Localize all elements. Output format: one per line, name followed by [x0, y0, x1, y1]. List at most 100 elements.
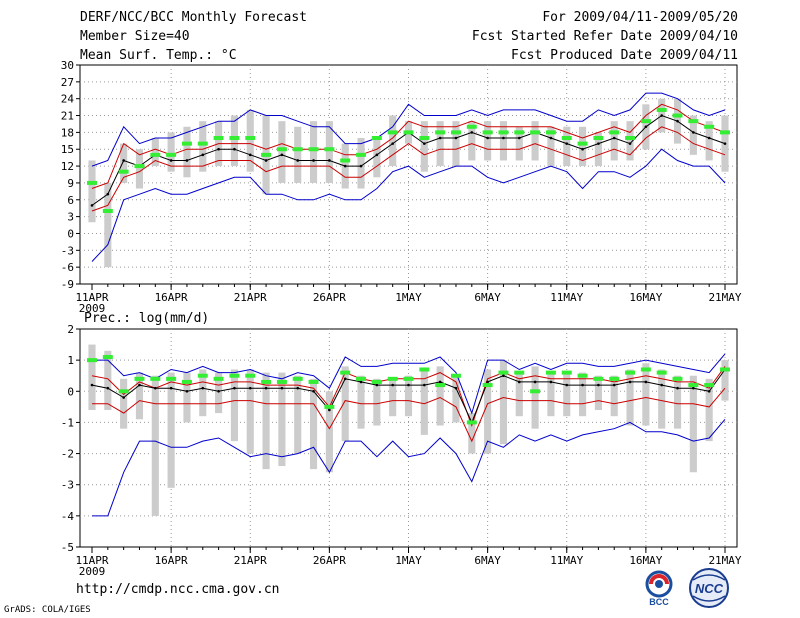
- temp-mean-point: [549, 136, 553, 140]
- source-url[interactable]: http://cmdp.ncc.cma.gov.cn: [76, 582, 280, 597]
- temp-mean-point: [201, 153, 205, 157]
- grads-credit: GrADS: COLA/IGES: [4, 605, 91, 615]
- prec-median-marker: [213, 376, 224, 381]
- prec-y-tick-label: 1: [67, 354, 74, 367]
- prec-mean-point: [106, 386, 110, 390]
- temp-mean-point: [612, 136, 616, 140]
- temp-y-tick-label: 12: [61, 160, 74, 173]
- temp-range-box: [468, 121, 476, 161]
- temp-x-tick-label: 1MAY: [395, 291, 422, 304]
- temp-median-marker: [482, 130, 493, 135]
- temp-y-tick-label: 27: [61, 76, 74, 89]
- prec-median-marker: [419, 367, 430, 372]
- temp-range-box: [436, 121, 444, 167]
- prec-mean-point: [359, 380, 363, 384]
- prec-range-box: [151, 375, 159, 516]
- temp-x-tick-label: 16MAY: [629, 291, 662, 304]
- temp-range-box: [689, 115, 697, 155]
- prec-y-tick-label: -2: [61, 448, 74, 461]
- temp-median-marker: [308, 147, 319, 152]
- prec-range-box: [515, 372, 523, 417]
- temp-median-marker: [324, 147, 335, 152]
- prec-mean-point: [407, 383, 410, 387]
- forecast-produced-date: Fcst Produced Date 2009/04/11: [511, 48, 738, 63]
- prec-mean-point: [312, 389, 315, 393]
- temp-median-marker: [245, 136, 256, 140]
- prec-median-marker: [656, 370, 667, 375]
- prec-mean-point: [248, 386, 252, 390]
- temp-range-box: [626, 121, 634, 161]
- prec-range-box: [563, 372, 571, 417]
- temp-x-tick-label: 6MAY: [474, 291, 501, 304]
- temp-mean-point: [644, 125, 648, 129]
- temp-median-marker: [403, 130, 414, 135]
- temp-mean-point: [248, 153, 252, 157]
- temp-median-marker: [577, 141, 588, 146]
- forecast-period: For 2009/04/11-2009/05/20: [542, 10, 738, 25]
- prec-range-box: [499, 360, 508, 445]
- forecast-start-date: Fcst Started Refer Date 2009/04/10: [471, 29, 738, 44]
- prec-median-marker: [609, 376, 620, 381]
- prec-x-tick-label: 11MAY: [550, 554, 583, 567]
- temp-mean-point: [185, 159, 189, 162]
- prec-mean-point: [375, 383, 379, 387]
- temp-range-box: [610, 121, 618, 161]
- variable-label: Mean Surf. Temp.: °C: [80, 48, 237, 63]
- temp-mean-point: [169, 159, 173, 162]
- prec-range-box: [104, 350, 112, 410]
- prec-mean-point: [438, 380, 442, 384]
- temp-mean-point: [692, 131, 695, 134]
- prec-range-box: [531, 366, 539, 429]
- prec-range-box: [626, 369, 634, 426]
- prec-range-box: [309, 378, 318, 470]
- prec-y-tick-label: 0: [67, 385, 74, 398]
- prec-mean-point: [660, 383, 663, 387]
- prec-median-marker: [166, 376, 177, 381]
- prec-median-marker: [482, 383, 493, 388]
- prec-x-tick-label: 16MAY: [629, 554, 662, 567]
- temp-median-marker: [150, 152, 161, 157]
- temp-mean-point: [391, 142, 394, 145]
- temp-mean-point: [423, 142, 426, 145]
- prec-median-marker: [545, 370, 556, 375]
- header-right: For 2009/04/11-2009/05/20 Fcst Started R…: [472, 10, 738, 67]
- prec-range-box: [167, 372, 175, 488]
- temp-range-box: [389, 115, 397, 167]
- prec-range-box: [658, 369, 666, 429]
- prec-mean-point: [328, 408, 331, 412]
- temp-mean-point: [106, 192, 110, 196]
- temp-y-tick-label: 24: [61, 93, 75, 106]
- prec-y-tick-label: -4: [61, 510, 75, 523]
- prec-mean-point: [391, 383, 394, 387]
- prec-median-marker: [261, 379, 272, 384]
- prec-mean-point: [533, 380, 537, 384]
- prec-x-tick-label: 6MAY: [474, 554, 501, 567]
- temp-range-box: [531, 121, 539, 161]
- temp-x-tick-label: 16APR: [155, 291, 188, 304]
- temp-median-marker: [640, 119, 651, 124]
- temp-mean-point: [438, 136, 442, 140]
- prec-range-box: [484, 369, 492, 454]
- prec-range-box: [689, 375, 697, 473]
- prec-median-marker: [324, 404, 335, 409]
- temp-y-tick-label: 18: [61, 126, 74, 139]
- prec-range-box: [325, 391, 333, 473]
- temp-median-marker: [656, 107, 667, 112]
- prec-mean-point: [169, 386, 173, 390]
- temp-median-marker: [593, 136, 604, 140]
- temp-range-box: [88, 160, 96, 223]
- prec-range-box: [468, 413, 476, 454]
- prec-median-marker: [387, 376, 398, 381]
- temp-median-marker: [276, 147, 287, 152]
- prec-mean-point: [676, 386, 679, 390]
- prec-x-tick-label: 1MAY: [395, 554, 422, 567]
- prec-median-marker: [593, 376, 604, 381]
- temp-range-box: [278, 121, 286, 183]
- temp-mean-point: [660, 114, 663, 117]
- prec-mean-point: [280, 386, 284, 390]
- prec-y-tick-label: 2: [67, 323, 74, 336]
- prec-median-marker: [308, 379, 319, 384]
- prec-range-box: [357, 375, 365, 429]
- prec-median-marker: [371, 379, 382, 384]
